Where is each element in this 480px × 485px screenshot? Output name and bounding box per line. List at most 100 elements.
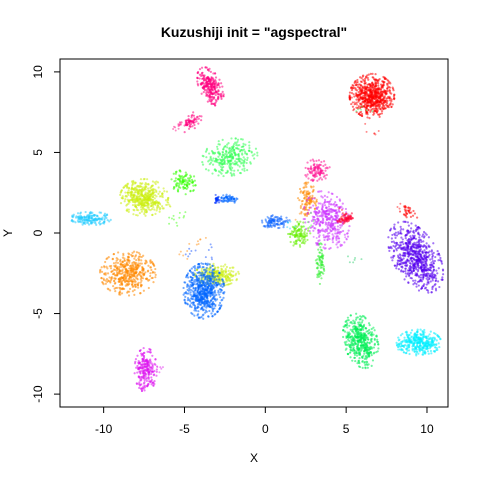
data-point [303, 228, 307, 231]
data-point [342, 213, 345, 216]
data-point [388, 95, 391, 99]
data-point [316, 179, 319, 182]
data-point [200, 262, 203, 265]
data-point [198, 293, 202, 296]
data-point [442, 273, 445, 276]
data-point [321, 169, 324, 172]
data-point [324, 200, 327, 203]
data-point [119, 258, 122, 261]
data-point [248, 146, 251, 150]
data-point [123, 259, 126, 262]
data-point [276, 223, 279, 226]
data-point [134, 186, 137, 189]
data-point [328, 166, 331, 169]
data-point [200, 92, 203, 95]
data-point [239, 148, 243, 152]
data-point [355, 94, 358, 97]
data-point [368, 86, 371, 90]
data-point [429, 267, 432, 270]
data-point [440, 260, 443, 264]
data-point [430, 291, 433, 294]
data-point [219, 296, 222, 299]
data-point [380, 112, 384, 115]
data-point [80, 221, 83, 224]
data-point [402, 220, 405, 223]
cluster-13 [260, 214, 291, 230]
data-point [300, 229, 304, 232]
data-point [174, 170, 178, 174]
data-point [394, 231, 398, 234]
data-point [122, 254, 125, 257]
data-point [217, 174, 220, 177]
data-point [436, 250, 439, 253]
data-point [234, 162, 237, 165]
data-point [401, 238, 404, 241]
data-point [415, 246, 418, 249]
data-point [241, 145, 245, 148]
data-point [153, 194, 157, 197]
data-point [326, 217, 329, 220]
data-point [226, 156, 229, 160]
data-point [239, 172, 242, 175]
data-point [128, 253, 131, 256]
data-point [423, 266, 426, 269]
data-point [221, 90, 224, 94]
data-point [216, 145, 219, 148]
data-point [186, 297, 190, 300]
data-point [350, 102, 353, 106]
data-point [176, 182, 179, 185]
data-point [197, 277, 201, 280]
data-point [321, 228, 324, 231]
data-point [103, 266, 106, 269]
data-point [132, 265, 135, 269]
data-point [220, 288, 223, 292]
data-point [425, 251, 428, 254]
data-point [182, 180, 185, 184]
data-point [322, 272, 325, 275]
data-point [193, 123, 196, 127]
data-point [85, 219, 89, 222]
data-point [409, 264, 412, 268]
data-point [359, 96, 362, 99]
data-point [180, 183, 183, 186]
data-point [311, 194, 314, 198]
data-point [371, 83, 375, 86]
data-point [293, 242, 296, 245]
data-point [411, 261, 414, 264]
data-point [404, 272, 407, 275]
data-point [423, 273, 426, 276]
data-point [374, 92, 377, 96]
data-point [207, 285, 210, 288]
data-point [74, 221, 77, 224]
data-point [183, 178, 187, 181]
data-point [222, 153, 225, 157]
data-point [294, 224, 297, 227]
data-point [156, 204, 159, 207]
cluster-6 [119, 177, 170, 217]
data-point [322, 211, 326, 214]
data-point [244, 143, 247, 146]
data-point [413, 212, 417, 215]
data-point [218, 301, 222, 305]
data-point [124, 191, 127, 194]
data-point [211, 310, 214, 313]
data-point [408, 259, 411, 262]
data-point [415, 282, 418, 286]
data-point [113, 268, 117, 271]
data-point [210, 279, 213, 282]
data-point [314, 259, 317, 262]
data-point [406, 221, 410, 224]
data-point [138, 184, 141, 187]
data-point [339, 226, 342, 229]
data-point [224, 268, 227, 271]
data-point [421, 250, 424, 253]
data-point [221, 285, 224, 288]
data-point [82, 219, 85, 222]
data-point [153, 208, 156, 211]
data-point [221, 150, 224, 154]
data-point [220, 97, 223, 100]
data-point [216, 310, 219, 314]
data-point [397, 231, 400, 234]
data-point [200, 83, 203, 86]
data-point [331, 241, 335, 244]
